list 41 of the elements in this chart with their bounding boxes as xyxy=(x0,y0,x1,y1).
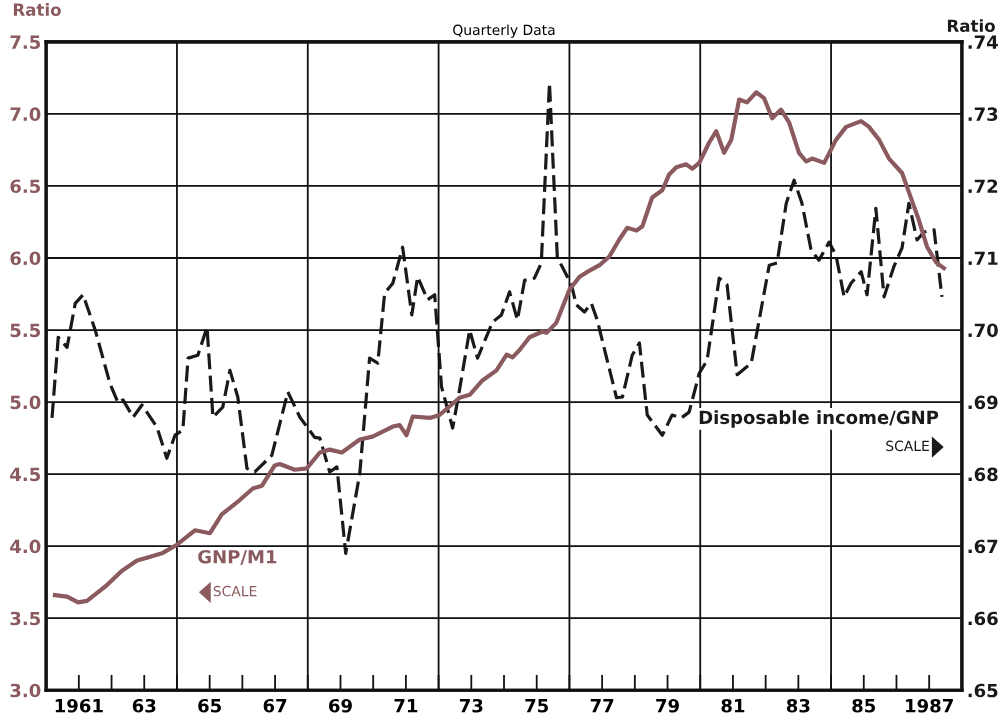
x-tick-label: 67 xyxy=(263,698,287,713)
y-axis-title: Ratio xyxy=(13,3,61,16)
y-tick-label: 6.5 xyxy=(10,179,41,194)
x-tick-label: 69 xyxy=(329,698,352,713)
y-tick-label: 7.5 xyxy=(10,35,41,49)
y2-tick-label: .73 xyxy=(968,107,998,122)
y2-tick-label: .70 xyxy=(968,323,998,338)
x-tick-label: 83 xyxy=(786,698,810,713)
y2-tick-label: .68 xyxy=(968,467,998,482)
x-tick-label: 1961 xyxy=(55,698,103,713)
annotation: SCALE xyxy=(886,440,929,452)
annotation: SCALE xyxy=(213,585,257,597)
x-tick-label: 79 xyxy=(656,698,679,713)
y2-axis-title: Ratio xyxy=(947,19,995,33)
x-tick-label: 75 xyxy=(525,699,549,713)
y2-tick-label: .69 xyxy=(968,395,998,410)
y-tick-label: 7.0 xyxy=(10,107,41,122)
x-tick-label: 1987 xyxy=(906,698,953,713)
x-tick-label: 85 xyxy=(852,698,876,713)
y-tick-label: 6.0 xyxy=(10,251,41,266)
x-tick-label: 77 xyxy=(590,699,614,713)
y-tick-label: 4.0 xyxy=(10,539,41,554)
x-tick-label: 71 xyxy=(394,699,418,713)
y-tick-label: 4.5 xyxy=(10,467,41,482)
chart-title: Quarterly Data xyxy=(453,24,555,38)
y2-tick-label: .74 xyxy=(968,35,998,49)
y2-tick-label: .71 xyxy=(968,251,998,265)
y-tick-label: 5.5 xyxy=(10,323,41,338)
series-label: Disposable income/GNP xyxy=(699,410,939,428)
y2-tick-label: .72 xyxy=(968,179,998,193)
y-tick-label: 3.5 xyxy=(10,611,41,626)
y2-tick-label: .66 xyxy=(968,611,998,626)
y-tick-label: 3.0 xyxy=(10,683,41,698)
x-tick-label: 63 xyxy=(132,698,156,713)
y2-tick-label: .65 xyxy=(968,683,998,698)
y2-tick-label: .67 xyxy=(968,539,998,554)
x-tick-label: 65 xyxy=(198,698,221,713)
x-tick-label: 73 xyxy=(459,698,483,713)
series-label: GNP/M1 xyxy=(198,549,277,565)
x-tick-label: 81 xyxy=(721,698,745,713)
y-tick-label: 5.0 xyxy=(10,395,41,410)
